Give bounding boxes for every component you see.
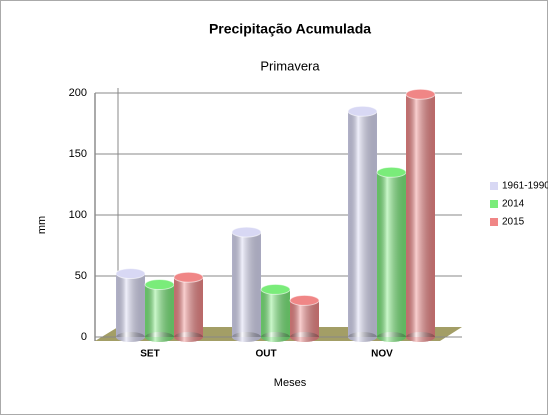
bar-cap [144,279,175,291]
y-tick-label: 0 [81,331,87,343]
bar-base-shade [174,332,203,342]
legend-label: 2014 [502,199,525,210]
bar-shade [377,172,406,337]
bar-shade [116,273,145,337]
bar-shade [232,232,261,337]
legend-label: 1961-1990 [502,181,548,192]
x-tick-label: NOV [371,349,393,360]
bar-cap [231,226,262,238]
bar-shade [261,289,290,337]
legend-swatch [490,182,498,190]
bar-cap [173,271,204,283]
bar-base-shade [348,332,377,342]
bar-cap [405,88,436,100]
bar-cap [115,268,146,280]
legend-label: 2015 [502,217,525,228]
bar-base-shade [261,332,290,342]
bar-cap [347,105,378,117]
bar-cap [289,294,320,306]
chart-title: Precipitação Acumulada [209,21,371,37]
bar-base-shade [232,332,261,342]
y-tick-label: 150 [69,148,87,160]
bar-base-shade [290,332,319,342]
bar-shade [290,300,319,337]
bar-base-shade [406,332,435,342]
legend-swatch [490,200,498,208]
bar-shade [174,277,203,337]
y-tick-label: 200 [69,87,87,99]
bar-shade [145,284,174,337]
y-tick-label: 50 [75,270,87,282]
chart-subtitle: Primavera [260,58,320,73]
bar-base-shade [377,332,406,342]
legend-swatch [490,218,498,226]
bar-shade [406,94,435,337]
x-tick-label: SET [140,349,159,360]
bar-base-shade [145,332,174,342]
y-tick-label: 100 [69,209,87,221]
x-axis-label: Meses [274,377,307,389]
bar-base-shade [116,332,145,342]
bar-cap [260,283,291,295]
y-axis-label: mm [36,216,48,234]
bar-shade [348,111,377,337]
bar-cap [376,166,407,178]
x-tick-label: OUT [255,349,276,360]
